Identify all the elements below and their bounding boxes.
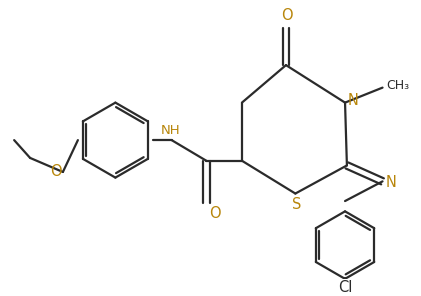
- Text: O: O: [281, 8, 293, 23]
- Text: Cl: Cl: [338, 280, 352, 295]
- Text: O: O: [209, 206, 221, 221]
- Text: O: O: [51, 164, 62, 178]
- Text: N: N: [348, 93, 359, 108]
- Text: CH₃: CH₃: [386, 79, 409, 92]
- Text: S: S: [292, 197, 301, 212]
- Text: NH: NH: [161, 124, 181, 137]
- Text: N: N: [385, 175, 396, 190]
